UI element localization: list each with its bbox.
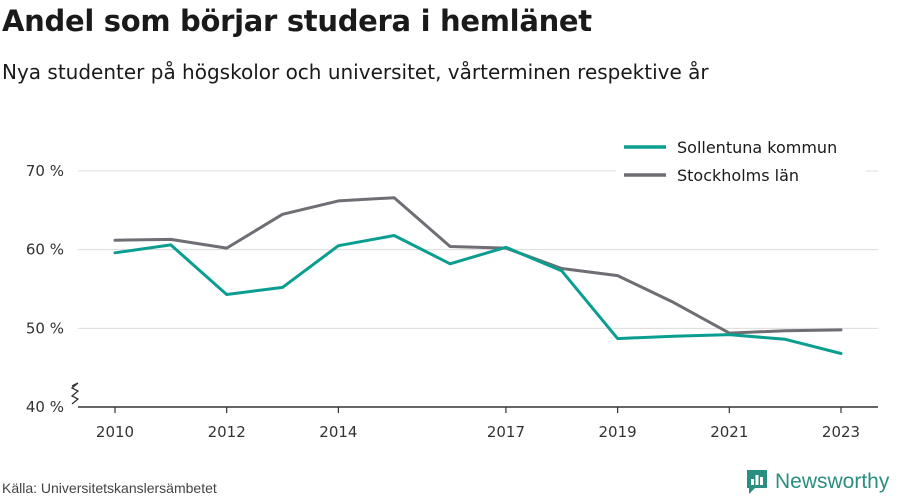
chart-subtitle: Nya studenter på högskolor och universit… bbox=[2, 60, 709, 84]
x-tick-label: 2021 bbox=[710, 423, 748, 441]
bar-chart-logo-icon bbox=[747, 470, 767, 494]
x-tick-label: 2014 bbox=[319, 423, 357, 441]
axis-break-icon bbox=[70, 382, 80, 405]
x-tick-label: 2012 bbox=[208, 423, 246, 441]
series-line bbox=[113, 196, 843, 335]
brand-name: Newsworthy bbox=[775, 470, 890, 493]
x-tick-label: 2019 bbox=[599, 423, 637, 441]
chart-title: Andel som börjar studera i hemlänet bbox=[2, 4, 592, 38]
brand-logo: Newsworthy bbox=[745, 468, 889, 496]
x-tick-label: 2023 bbox=[822, 423, 860, 441]
source-note: Källa: Universitetskanslersämbetet bbox=[2, 480, 217, 496]
legend-background bbox=[616, 128, 866, 190]
y-tick-label: 60 % bbox=[26, 241, 64, 259]
legend: Sollentuna kommun Stockholms län bbox=[616, 128, 866, 190]
legend-label: Sollentuna kommun bbox=[677, 138, 837, 157]
y-tick-label: 70 % bbox=[26, 162, 64, 180]
series-line bbox=[113, 234, 843, 355]
y-tick-label: 50 % bbox=[26, 319, 64, 337]
y-tick-label: 40 % bbox=[26, 398, 64, 416]
x-tick-label: 2017 bbox=[487, 423, 525, 441]
x-tick-label: 2010 bbox=[96, 423, 134, 441]
legend-label: Stockholms län bbox=[677, 166, 799, 185]
